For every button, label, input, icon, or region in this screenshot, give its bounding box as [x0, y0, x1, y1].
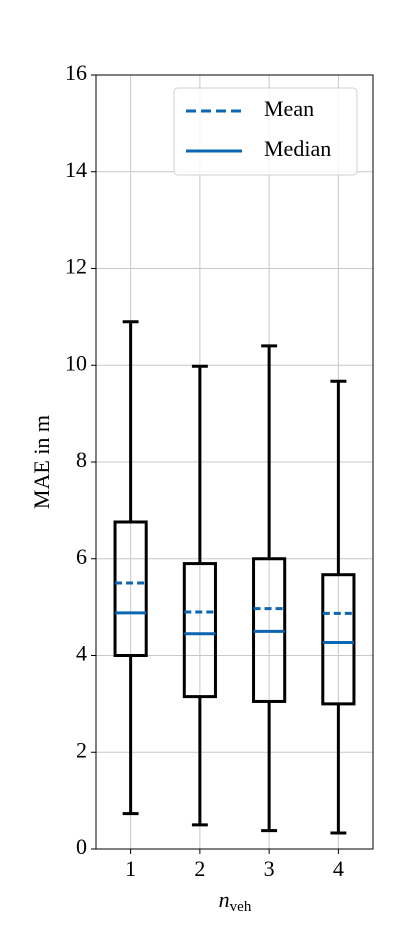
x-tick-label: 1 — [125, 856, 136, 881]
plot-frame — [95, 74, 374, 850]
y-tick-label: 14 — [65, 157, 87, 182]
x-tick-label: 4 — [333, 856, 344, 881]
y-axis-label: MAE in m — [29, 415, 54, 509]
y-tick-label: 2 — [76, 737, 87, 762]
x-label-base: n — [219, 887, 230, 912]
legend-label: Mean — [264, 96, 314, 121]
box — [321, 573, 356, 706]
y-tick-label: 4 — [76, 641, 87, 666]
y-tick-label: 16 — [65, 60, 87, 85]
x-tick-label: 2 — [194, 856, 205, 881]
legend: Mean Median — [173, 87, 358, 176]
box — [113, 520, 148, 657]
y-tick-label: 0 — [76, 834, 87, 859]
x-label-subscript: veh — [230, 899, 252, 915]
y-tick-label: 10 — [65, 350, 87, 375]
y-tick-label: 12 — [65, 254, 87, 279]
y-tick-label: 8 — [76, 447, 87, 472]
y-tick-label: 6 — [76, 544, 87, 569]
x-tick-label: 3 — [264, 856, 275, 881]
box — [182, 562, 217, 699]
x-axis-label: nveh — [219, 887, 252, 915]
legend-label: Median — [264, 136, 331, 161]
